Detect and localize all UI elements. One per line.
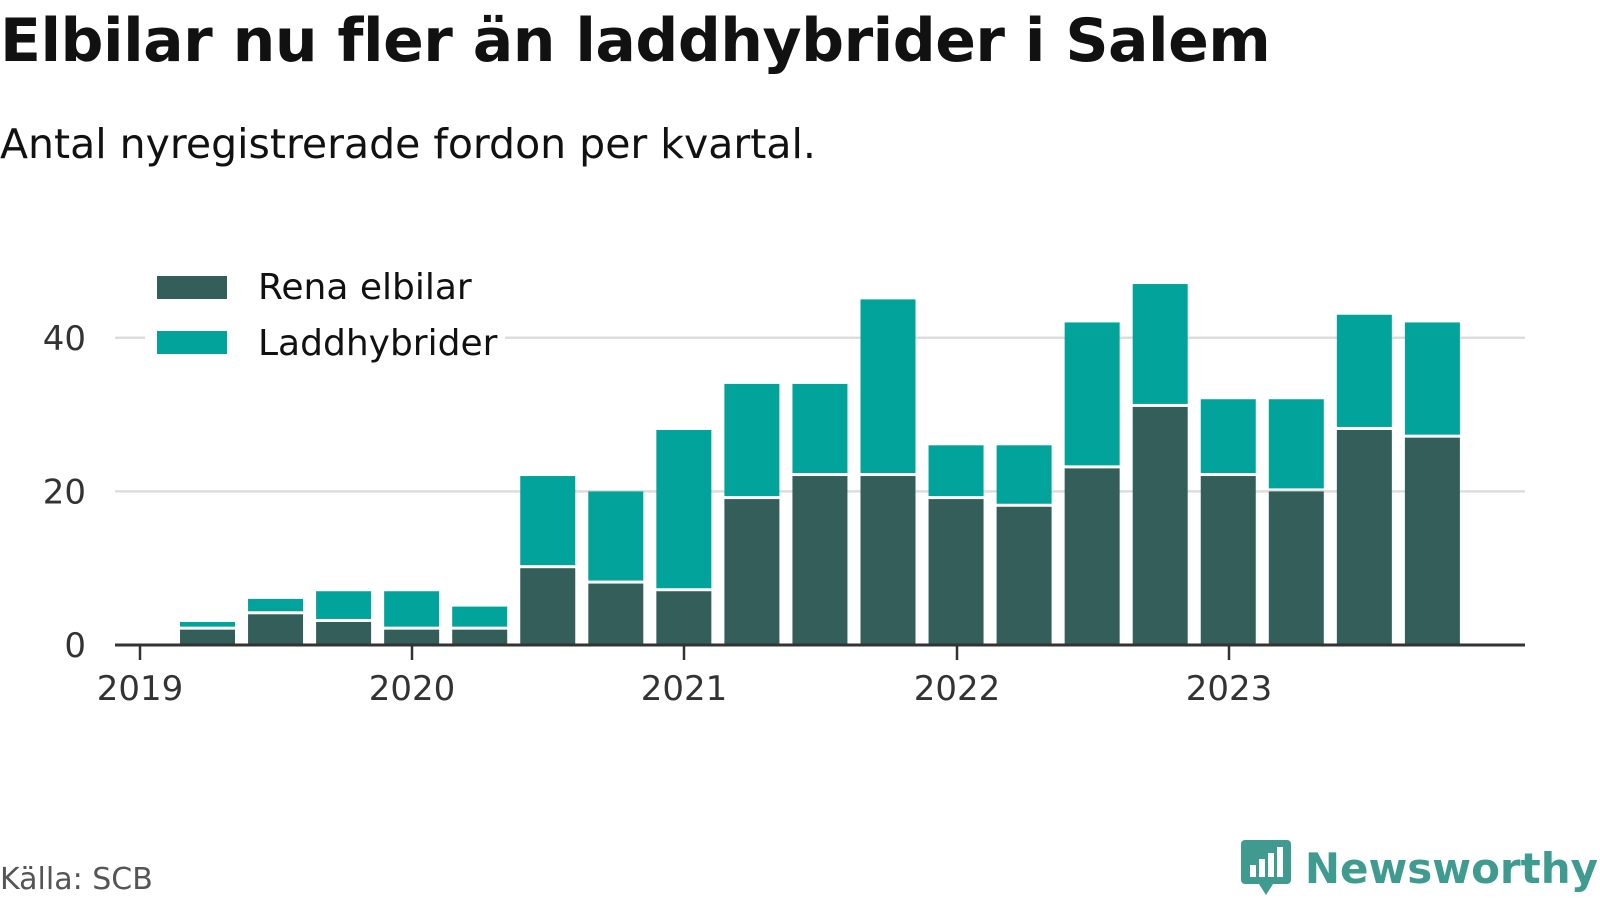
legend-label-laddhybrider: Laddhybrider	[258, 323, 498, 364]
y-tick-label-40: 40	[43, 319, 86, 359]
y-tick-label-20: 20	[43, 472, 86, 512]
x-tick-label-2019: 2019	[97, 669, 184, 709]
bar-laddhybrider-2020-q4	[588, 491, 644, 581]
bar-laddhybrider-2022-q4	[1132, 284, 1188, 404]
bar-laddhybrider-2020-q1	[384, 591, 440, 627]
legend-label-rena-elbilar: Rena elbilar	[258, 267, 472, 308]
bar-rena-elbilar-2021-q4	[860, 476, 916, 645]
bar-laddhybrider-2019-q4	[316, 591, 372, 619]
bar-rena-elbilar-2021-q1	[656, 591, 712, 645]
bar-rena-elbilar-2019-q3	[248, 614, 304, 645]
legend-swatch-laddhybrider	[157, 331, 227, 354]
bar-laddhybrider-2019-q3	[248, 598, 304, 612]
bar-rena-elbilar-2022-q2	[996, 506, 1052, 645]
legend: Rena elbilar Laddhybrider	[145, 262, 505, 372]
bar-laddhybrider-2021-q1	[656, 429, 712, 589]
bar-laddhybrider-2022-q2	[996, 445, 1052, 504]
bar-laddhybrider-2019-q2	[180, 621, 235, 627]
bar-rena-elbilar-2023-q3	[1336, 429, 1392, 645]
x-tick-label-2021: 2021	[641, 669, 728, 709]
bar-rena-elbilar-2022-q1	[928, 499, 984, 645]
x-tick-label-2023: 2023	[1186, 669, 1273, 709]
bar-laddhybrider-2023-q3	[1336, 314, 1392, 427]
bar-rena-elbilar-2023-q4	[1404, 437, 1460, 645]
brand-logo[interactable]: Newsworthy	[1240, 840, 1598, 896]
chart-title: Elbilar nu fler än laddhybrider i Salem	[0, 6, 1271, 76]
bar-rena-elbilar-2020-q3	[520, 568, 576, 645]
bar-laddhybrider-2023-q4	[1404, 322, 1460, 435]
bar-rena-elbilar-2020-q4	[588, 583, 644, 645]
bar-rena-elbilar-2020-q2	[452, 629, 508, 645]
bar-rena-elbilar-2023-q1	[1200, 476, 1256, 645]
bar-laddhybrider-2020-q3	[520, 476, 576, 566]
bar-laddhybrider-2021-q3	[792, 383, 848, 474]
bar-rena-elbilar-2019-q2	[180, 629, 235, 645]
x-tick-label-2020: 2020	[369, 669, 456, 709]
bars	[180, 284, 1460, 645]
brand-name: Newsworthy	[1304, 843, 1598, 893]
axes: 0 20 40 2019 2020 2021 2022 2023	[43, 319, 1525, 709]
bar-rena-elbilar-2022-q3	[1064, 468, 1120, 645]
legend-swatch-rena-elbilar	[157, 276, 227, 299]
bar-rena-elbilar-2021-q2	[724, 499, 780, 645]
bar-laddhybrider-2022-q1	[928, 445, 984, 497]
x-tick-label-2022: 2022	[914, 669, 1001, 709]
bar-laddhybrider-2023-q1	[1200, 399, 1256, 474]
bar-rena-elbilar-2023-q2	[1268, 491, 1324, 645]
bar-laddhybrider-2021-q4	[860, 299, 916, 474]
bar-rena-elbilar-2021-q3	[792, 476, 848, 645]
bar-laddhybrider-2022-q3	[1064, 322, 1120, 466]
y-tick-label-0: 0	[64, 626, 86, 666]
bar-chart-speech-bubble-icon	[1240, 840, 1291, 895]
bar-rena-elbilar-2022-q4	[1132, 406, 1188, 645]
chart-subtitle: Antal nyregistrerade fordon per kvartal.	[0, 120, 816, 168]
source-note: Källa: SCB	[0, 862, 153, 897]
bar-laddhybrider-2021-q2	[724, 383, 780, 497]
bar-rena-elbilar-2020-q1	[384, 629, 440, 645]
bar-rena-elbilar-2019-q4	[316, 621, 372, 645]
bar-laddhybrider-2020-q2	[452, 606, 508, 627]
bar-laddhybrider-2023-q2	[1268, 399, 1324, 489]
